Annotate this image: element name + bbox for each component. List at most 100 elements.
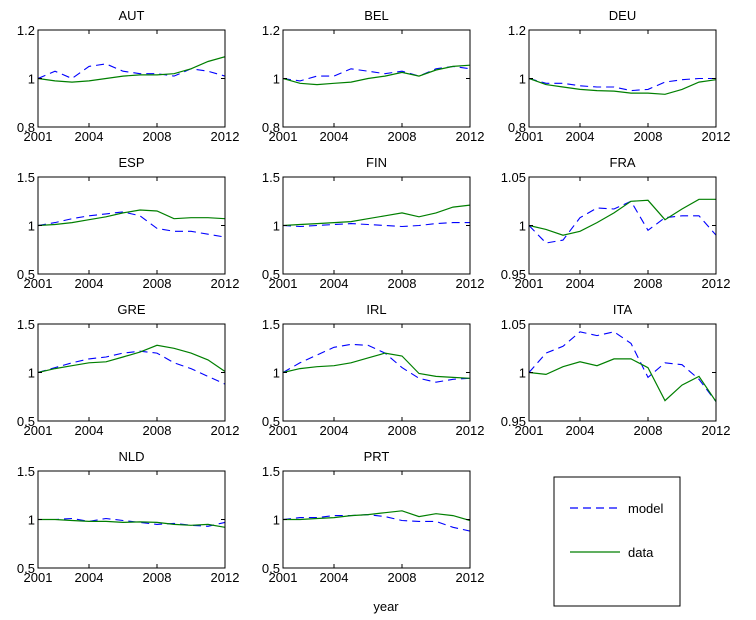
y-tick-label: 1.5: [17, 317, 35, 332]
series-line-data: [283, 64, 470, 86]
panel-title: IRL: [366, 302, 386, 317]
plot-frame: [37, 29, 226, 128]
x-tick-label: 2012: [456, 129, 485, 144]
y-tick-label: 0.5: [262, 267, 280, 282]
panel-prt: PRT 2001 2004 2008 2012 0.5 1 1.5: [262, 449, 485, 585]
series-line-data: [529, 77, 716, 95]
plot-frame: [528, 176, 717, 275]
x-tick-label: 2008: [143, 570, 172, 585]
panel-title: AUT: [119, 8, 145, 23]
x-tick-label: 2012: [456, 276, 485, 291]
series-line-model: [283, 514, 470, 532]
y-tick-label: 0.5: [17, 267, 35, 282]
plot-frame: [282, 29, 471, 128]
plot-frame: [528, 29, 717, 128]
panel-nld: NLD 2001 2004 2008 2012 0.5 1 1.5: [17, 449, 240, 585]
y-tick-label: 0.95: [501, 414, 526, 429]
x-tick-label: 2004: [566, 129, 595, 144]
plot-frame: [37, 176, 226, 275]
x-tick-label: 2001: [269, 570, 298, 585]
y-tick-label: 0.95: [501, 267, 526, 282]
x-tick-label: 2012: [211, 570, 240, 585]
y-tick-label: 0.8: [262, 120, 280, 135]
panel-title: ESP: [118, 155, 144, 170]
x-tick-label: 2008: [634, 423, 663, 438]
x-tick-label: 2001: [24, 129, 53, 144]
x-tick-label: 2004: [75, 423, 104, 438]
x-tick-label: 2012: [702, 276, 731, 291]
x-tick-label: 2004: [320, 570, 349, 585]
y-tick-label: 1: [28, 513, 35, 528]
y-tick-label: 0.8: [17, 120, 35, 135]
legend: model data: [553, 476, 681, 607]
series-line-data: [529, 198, 716, 236]
panel-aut: AUT 2001 2004 2008 2012 0.8 1 1.2: [17, 8, 240, 144]
plot-frame: [37, 470, 226, 569]
series-line-model: [283, 343, 470, 383]
series-line-data: [38, 518, 225, 528]
x-tick-label: 2012: [456, 570, 485, 585]
series-line-model: [529, 200, 716, 244]
y-tick-label: 1.5: [17, 170, 35, 185]
series-line-model: [38, 350, 225, 385]
y-tick-label: 1.2: [262, 23, 280, 38]
x-tick-label: 2001: [515, 129, 544, 144]
x-tick-label: 2008: [388, 423, 417, 438]
x-tick-label: 2008: [388, 129, 417, 144]
x-tick-label: 2004: [566, 276, 595, 291]
plot-frame: [282, 323, 471, 422]
y-tick-label: 1: [519, 219, 526, 234]
y-tick-label: 1: [28, 366, 35, 381]
x-tick-label: 2012: [211, 423, 240, 438]
y-tick-label: 0.5: [262, 414, 280, 429]
x-tick-label: 2004: [75, 570, 104, 585]
series-line-data: [38, 56, 225, 83]
panel-gre: GRE 2001 2004 2008 2012 0.5 1 1.5: [17, 302, 240, 438]
x-tick-label: 2004: [320, 423, 349, 438]
panel-fin: FIN 2001 2004 2008 2012 0.5 1 1.5: [262, 155, 485, 291]
series-line-model: [38, 63, 225, 80]
y-tick-label: 0.5: [17, 561, 35, 576]
x-tick-label: 2004: [320, 129, 349, 144]
x-tick-label: 2004: [566, 423, 595, 438]
x-tick-label: 2004: [75, 276, 104, 291]
x-tick-label: 2001: [515, 423, 544, 438]
series-line-data: [38, 344, 225, 374]
panel-ita: ITA 2001 2004 2008 2012 0.95 1 1.05: [501, 302, 731, 438]
x-tick-label: 2001: [24, 276, 53, 291]
y-tick-label: 1: [273, 366, 280, 381]
panel-irl: IRL 2001 2004 2008 2012 0.5 1 1.5: [262, 302, 485, 438]
y-tick-label: 1: [519, 366, 526, 381]
x-tick-label: 2012: [211, 129, 240, 144]
panel-esp: ESP 2001 2004 2008 2012 0.5 1 1.5: [17, 155, 240, 291]
x-tick-label: 2008: [388, 570, 417, 585]
x-tick-label: 2008: [143, 276, 172, 291]
plot-frame: [528, 323, 717, 422]
series-line-data: [283, 204, 470, 227]
x-tick-label: 2001: [515, 276, 544, 291]
legend-box: [553, 476, 681, 607]
x-tick-label: 2001: [269, 276, 298, 291]
panel-title: DEU: [609, 8, 636, 23]
panel-title: BEL: [364, 8, 389, 23]
y-tick-label: 1: [28, 72, 35, 87]
x-tick-label: 2012: [456, 423, 485, 438]
panel-title: FRA: [610, 155, 636, 170]
series-line-model: [283, 65, 470, 82]
series-line-model: [529, 77, 716, 92]
plot-frame: [37, 323, 226, 422]
panel-fra: FRA 2001 2004 2008 2012 0.95 1 1.05: [501, 155, 731, 291]
x-tick-label: 2004: [75, 129, 104, 144]
y-tick-label: 1: [519, 72, 526, 87]
x-tick-label: 2001: [269, 129, 298, 144]
y-tick-label: 1: [273, 72, 280, 87]
panel-deu: DEU 2001 2004 2008 2012 0.8 1 1.2: [508, 8, 731, 144]
series-line-model: [529, 331, 716, 402]
series-line-data: [283, 352, 470, 379]
panel-title: ITA: [613, 302, 633, 317]
x-tick-label: 2008: [143, 129, 172, 144]
series-line-data: [529, 358, 716, 402]
y-tick-label: 1: [273, 513, 280, 528]
x-tick-label: 2012: [702, 129, 731, 144]
